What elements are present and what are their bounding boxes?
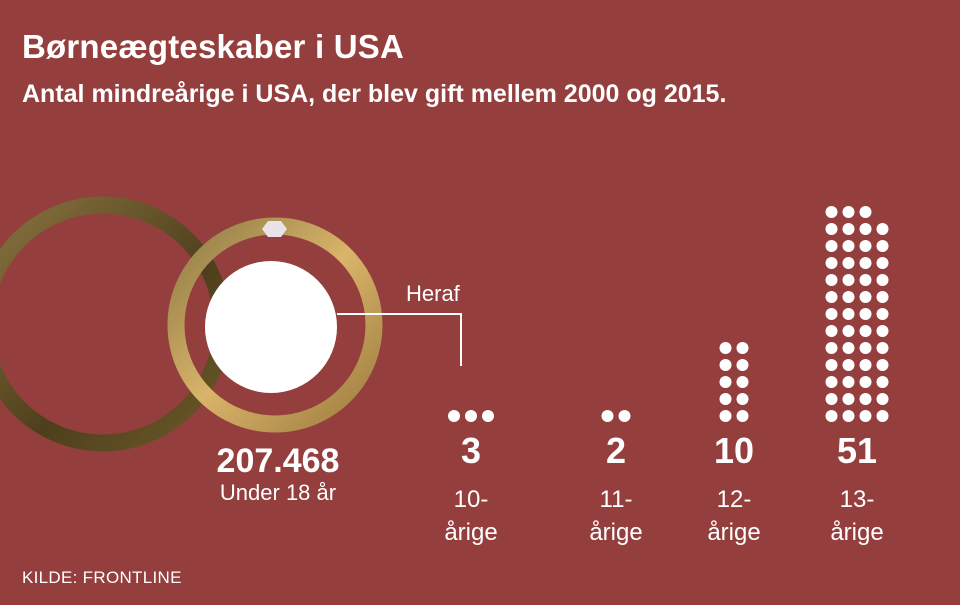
dot-13-årige-10 (859, 240, 872, 252)
source-note: KILDE: FRONTLINE (22, 568, 182, 587)
dot-11-årige-1 (601, 410, 614, 422)
dot-12-årige-1 (719, 342, 732, 354)
dot-13-årige-29 (842, 325, 855, 337)
category-label-12-årige-line-1: 12- (717, 486, 752, 513)
dot-10-årige-2 (465, 410, 477, 422)
dot-12-årige-4 (736, 359, 749, 371)
dot-13-årige-45 (842, 393, 855, 405)
dot-13-årige-50 (859, 410, 872, 422)
dot-12-årige-9 (719, 410, 732, 422)
category-label-10-årige-line-2: årige (444, 519, 497, 546)
dot-13-årige-8 (825, 240, 838, 252)
dot-13-årige-26 (859, 308, 872, 320)
dot-13-årige-33 (842, 342, 855, 354)
dot-13-årige-12 (825, 257, 838, 269)
total-value: 207.468 (217, 442, 340, 480)
dot-13-årige-13 (842, 257, 855, 269)
dot-13-årige-48 (825, 410, 838, 422)
ring-gem (262, 221, 287, 237)
category-label-13-årige-line-2: årige (830, 519, 883, 546)
dot-13-årige-36 (825, 359, 838, 371)
dot-13-årige-3 (859, 206, 872, 218)
dot-13-årige-47 (876, 393, 889, 405)
dot-13-årige-35 (876, 342, 889, 354)
dot-13-årige-16 (825, 274, 838, 286)
dot-13-årige-9 (842, 240, 855, 252)
dot-13-årige-5 (842, 223, 855, 235)
dot-13-årige-20 (825, 291, 838, 303)
dot-11-årige-2 (618, 410, 631, 422)
value-label-11-årige: 2 (606, 430, 626, 471)
dot-13-årige-38 (859, 359, 872, 371)
dot-13-årige-43 (876, 376, 889, 388)
heraf-connector (337, 313, 462, 366)
ring-back (0, 196, 231, 452)
dot-13-årige-51 (876, 410, 889, 422)
dot-13-årige-4 (825, 223, 838, 235)
dot-13-årige-6 (859, 223, 872, 235)
dot-13-årige-41 (842, 376, 855, 388)
total-label: Under 18 år (220, 480, 336, 505)
dot-13-årige-27 (876, 308, 889, 320)
dot-10-årige-1 (448, 410, 460, 422)
dot-13-årige-22 (859, 291, 872, 303)
dot-13-årige-44 (825, 393, 838, 405)
heraf-label: Heraf (406, 281, 461, 306)
value-label-12-årige: 10 (714, 430, 754, 471)
dot-12-årige-10 (736, 410, 749, 422)
dot-13-årige-18 (859, 274, 872, 286)
category-label-13-årige-line-1: 13- (840, 486, 875, 513)
value-label-13-årige: 51 (837, 430, 877, 471)
chart-title: Børneægteskaber i USA (22, 28, 404, 65)
dot-13-årige-1 (825, 206, 838, 218)
dot-13-årige-46 (859, 393, 872, 405)
category-label-11-årige-line-2: årige (589, 519, 642, 546)
dot-12-årige-7 (719, 393, 732, 405)
dot-13-årige-11 (876, 240, 889, 252)
dot-13-årige-39 (876, 359, 889, 371)
dot-13-årige-24 (825, 308, 838, 320)
dot-12-årige-6 (736, 376, 749, 388)
dot-groups (448, 206, 889, 422)
dot-13-årige-14 (859, 257, 872, 269)
dot-13-årige-28 (825, 325, 838, 337)
dot-13-årige-34 (859, 342, 872, 354)
value-label-10-årige: 3 (461, 430, 481, 471)
dot-12-årige-8 (736, 393, 749, 405)
dot-13-årige-30 (859, 325, 872, 337)
dot-13-årige-7 (876, 223, 889, 235)
dot-13-årige-37 (842, 359, 855, 371)
dot-13-årige-21 (842, 291, 855, 303)
chart-subtitle: Antal mindreårige i USA, der blev gift m… (22, 80, 727, 108)
dot-13-årige-42 (859, 376, 872, 388)
dot-13-årige-15 (876, 257, 889, 269)
dot-13-årige-40 (825, 376, 838, 388)
dot-13-årige-25 (842, 308, 855, 320)
category-label-10-årige-line-1: 10- (454, 486, 489, 513)
dot-13-årige-49 (842, 410, 855, 422)
category-label-11-årige-line-1: 11- (600, 486, 633, 513)
dot-13-årige-2 (842, 206, 855, 218)
dot-13-årige-19 (876, 274, 889, 286)
dot-13-årige-32 (825, 342, 838, 354)
dot-12-årige-2 (736, 342, 749, 354)
category-label-12-årige-line-2: årige (707, 519, 760, 546)
total-circle (205, 261, 337, 393)
dot-12-årige-5 (719, 376, 732, 388)
dot-12-årige-3 (719, 359, 732, 371)
dot-10-årige-3 (482, 410, 494, 422)
category-labels: 3 10- årige 2 11- årige 10 12- årige 51 13- årige (444, 430, 883, 546)
dot-13-årige-23 (876, 291, 889, 303)
dot-13-årige-17 (842, 274, 855, 286)
dot-13-årige-31 (876, 325, 889, 337)
